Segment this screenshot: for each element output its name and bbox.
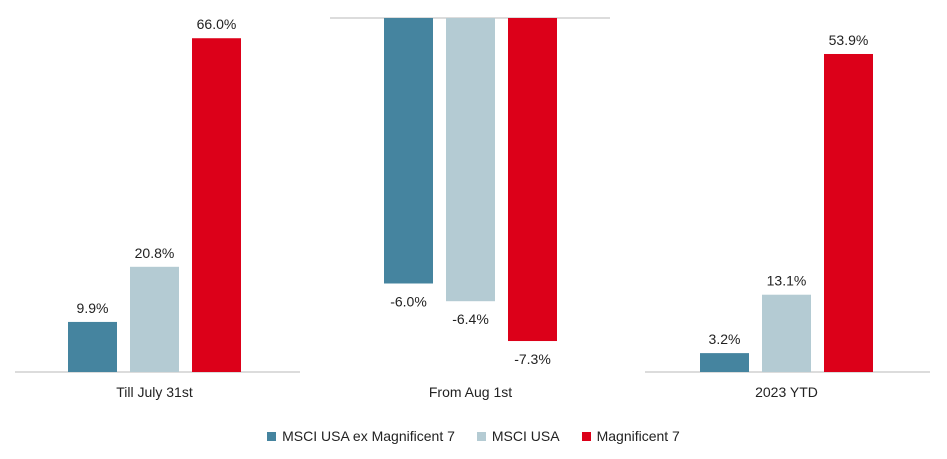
legend-label: MSCI USA ex Magnificent 7 <box>282 428 455 444</box>
data-label: 53.9% <box>829 32 869 48</box>
data-label: 20.8% <box>135 245 175 261</box>
data-label: 9.9% <box>77 300 109 316</box>
bar <box>700 353 749 372</box>
legend: MSCI USA ex Magnificent 7 MSCI USA Magni… <box>0 428 947 444</box>
category-label: 2023 YTD <box>755 384 818 400</box>
bar <box>130 266 179 372</box>
legend-item: Magnificent 7 <box>581 428 680 444</box>
legend-swatch <box>581 431 591 441</box>
bar <box>68 321 117 372</box>
chart-plot: 9.9% 20.8% 66.0% Till July 31st -6.0% -6.4% -7… <box>15 16 930 400</box>
bar <box>384 18 433 284</box>
legend-label: Magnificent 7 <box>596 428 680 444</box>
bar <box>762 294 811 372</box>
data-label: -6.4% <box>452 311 489 327</box>
category-label: Till July 31st <box>116 384 193 400</box>
bar <box>824 53 873 373</box>
bar <box>192 38 241 372</box>
legend-item: MSCI USA <box>476 428 560 444</box>
legend-item: MSCI USA ex Magnificent 7 <box>267 428 455 444</box>
data-label: -6.0% <box>390 294 427 310</box>
legend-swatch <box>267 431 277 441</box>
category-label: From Aug 1st <box>429 384 512 400</box>
bar <box>508 18 557 342</box>
data-label: 13.1% <box>767 273 807 289</box>
data-label: 66.0% <box>197 16 237 32</box>
bar <box>446 18 495 302</box>
data-label: 3.2% <box>709 331 741 347</box>
data-label: -7.3% <box>514 351 551 367</box>
legend-swatch <box>476 431 486 441</box>
legend-label: MSCI USA <box>491 428 560 444</box>
